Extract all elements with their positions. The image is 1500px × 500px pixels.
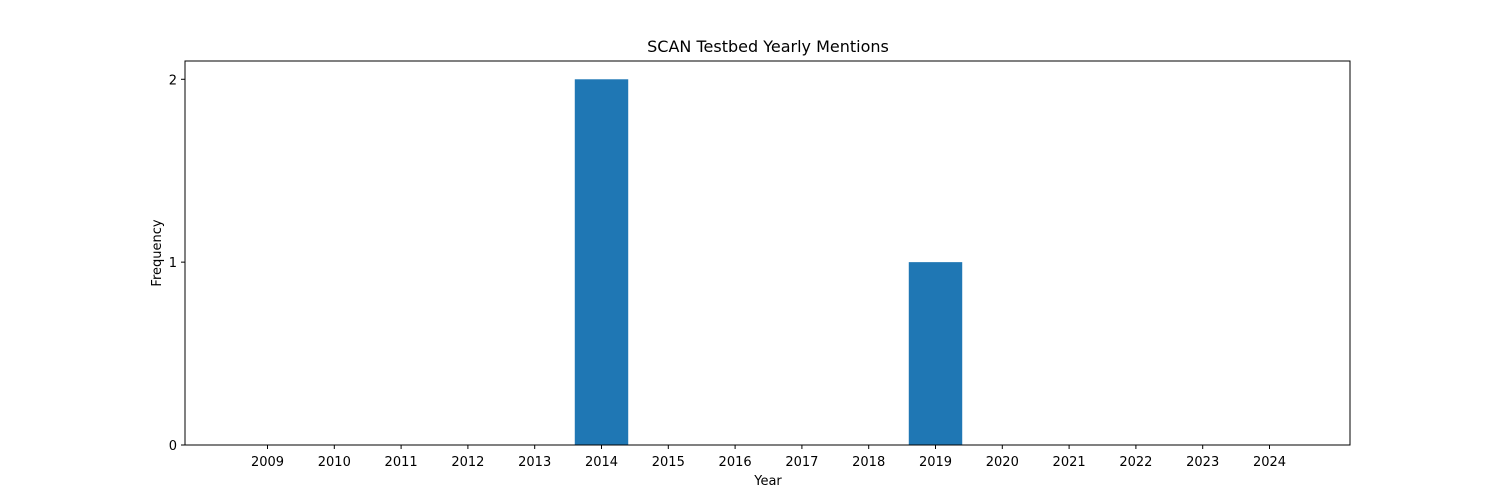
- x-tick-label: 2012: [451, 455, 484, 470]
- x-tick-label: 2020: [986, 455, 1019, 470]
- x-tick-label: 2024: [1253, 455, 1286, 470]
- y-axis-label: Frequency: [150, 219, 165, 286]
- y-tick-label: 0: [169, 439, 177, 454]
- x-tick-label: 2021: [1053, 455, 1086, 470]
- x-tick-label: 2019: [919, 455, 952, 470]
- x-tick-label: 2014: [585, 455, 618, 470]
- chart-title: SCAN Testbed Yearly Mentions: [647, 37, 889, 56]
- x-tick-label: 2022: [1119, 455, 1152, 470]
- x-tick-label: 2023: [1186, 455, 1219, 470]
- y-tick-label: 1: [169, 256, 177, 271]
- x-tick-label: 2015: [652, 455, 685, 470]
- y-axis-ticks: 0 1 2: [169, 73, 185, 454]
- x-tick-label: 2010: [318, 455, 351, 470]
- x-tick-label: 2018: [852, 455, 885, 470]
- x-tick-label: 2009: [251, 455, 284, 470]
- bar-2019: [908, 262, 963, 445]
- x-tick-label: 2017: [785, 455, 818, 470]
- y-tick-label: 2: [169, 73, 177, 88]
- bars-group: [574, 79, 963, 446]
- x-axis-label: Year: [753, 474, 782, 489]
- x-tick-label: 2013: [518, 455, 551, 470]
- x-tick-label: 2016: [719, 455, 752, 470]
- x-tick-label: 2011: [385, 455, 418, 470]
- bar-2014: [574, 79, 629, 446]
- x-axis-ticks: 2009 2010 2011 2012 2013 2014 2015 2016 2017 2018…: [251, 445, 1286, 470]
- plot-frame: [184, 60, 1351, 446]
